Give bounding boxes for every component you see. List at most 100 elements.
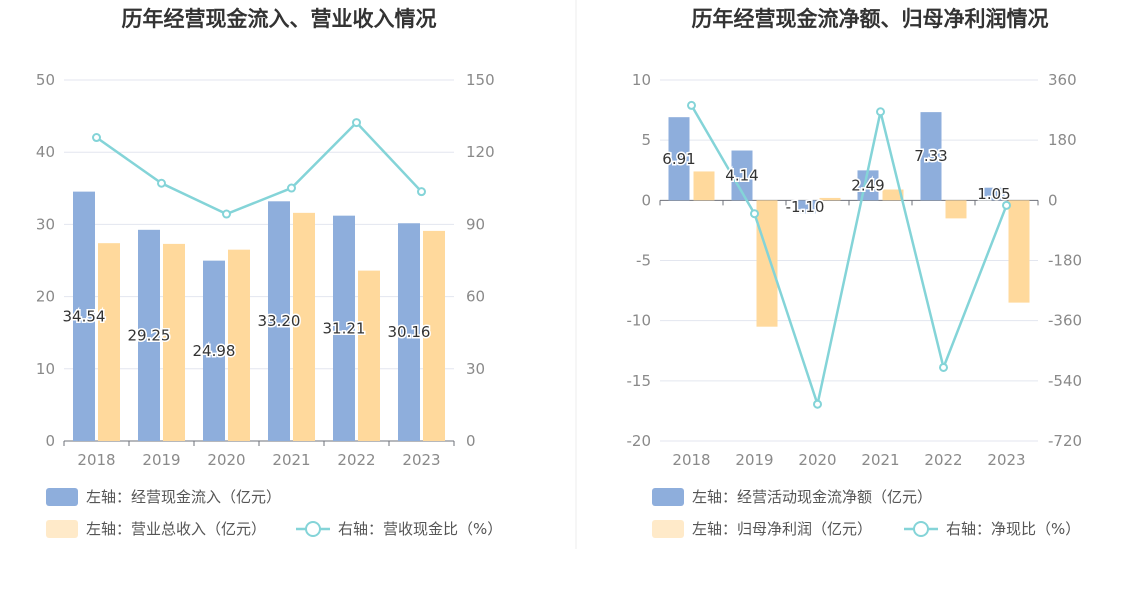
- bar-secondary: [882, 189, 904, 201]
- bar-primary: [920, 112, 942, 201]
- legend-swatch: [652, 520, 684, 538]
- line-point: [92, 133, 101, 143]
- chart-title: 历年经营现金流净额、归母净利润情况: [692, 7, 1049, 31]
- bar-secondary: [163, 243, 185, 441]
- legend-label: 左轴：经营活动现金流净额（亿元）: [692, 488, 932, 506]
- x-axis-label: 2019: [142, 451, 180, 469]
- right-axis-tick: 120: [466, 143, 495, 161]
- legend-label: 右轴：净现比（%）: [946, 520, 1080, 538]
- right-axis-tick: -720: [1048, 432, 1082, 450]
- bar-secondary: [1008, 200, 1030, 303]
- data-label: 31.21: [323, 319, 366, 337]
- left-axis-tick: 10: [36, 360, 55, 378]
- right-axis-tick: 30: [466, 360, 485, 378]
- left-axis-tick: 50: [36, 71, 55, 89]
- data-label: 29.25: [128, 326, 171, 344]
- x-axis-label: 2023: [402, 451, 440, 469]
- data-label: 7.33: [914, 147, 947, 165]
- left-axis-tick: -20: [627, 432, 652, 450]
- x-axis-label: 2023: [987, 451, 1025, 469]
- right-axis-tick: 90: [466, 215, 485, 233]
- bar-secondary: [228, 249, 250, 441]
- left-axis-tick: 40: [36, 143, 55, 161]
- data-label: 2.49: [851, 176, 884, 194]
- x-axis-label: 2020: [207, 451, 245, 469]
- right-axis-tick: -180: [1048, 252, 1082, 270]
- line-point: [687, 100, 696, 110]
- bar-secondary: [819, 197, 841, 201]
- chart-panel-1: 历年经营现金流入、营业收入情况 0 10 20 30 40 50 0 30 60 90 120 150 2…: [36, 7, 502, 538]
- bar-primary: [794, 200, 816, 214]
- line-point: [417, 187, 426, 197]
- chart-title: 历年经营现金流入、营业收入情况: [122, 7, 437, 31]
- data-label: 1.05: [977, 185, 1010, 203]
- left-axis-tick: 0: [45, 432, 55, 450]
- x-axis-label: 2021: [861, 451, 899, 469]
- line-series: [95, 120, 423, 216]
- right-axis-tick: -360: [1048, 312, 1082, 330]
- bar-secondary: [293, 212, 315, 441]
- line-point: [287, 183, 296, 193]
- bar-secondary: [423, 230, 445, 441]
- bar-secondary: [945, 200, 967, 219]
- right-axis-tick: 0: [466, 432, 476, 450]
- bar-primary: [398, 223, 420, 441]
- legend-swatch: [46, 488, 78, 506]
- bar-primary: [203, 260, 225, 441]
- legend-label: 左轴：经营现金流入（亿元）: [86, 488, 281, 506]
- data-label: 33.20: [258, 312, 301, 330]
- bar-primary: [138, 229, 160, 441]
- line-point: [157, 178, 166, 188]
- left-axis-tick: -15: [627, 372, 652, 390]
- legend-label: 右轴：营收现金比（%）: [338, 520, 502, 538]
- right-axis-tick: 60: [466, 288, 485, 306]
- bar-primary: [731, 150, 753, 201]
- x-axis-label: 2019: [735, 451, 773, 469]
- x-axis-label: 2018: [77, 451, 115, 469]
- left-axis-tick: 30: [36, 215, 55, 233]
- bar-primary: [668, 117, 690, 201]
- line-point: [750, 209, 759, 219]
- line-point: [352, 118, 361, 128]
- line-point: [876, 107, 885, 117]
- line-point: [222, 209, 231, 219]
- legend-marker: [913, 521, 929, 537]
- legend-label: 左轴：归母净利润（亿元）: [692, 520, 872, 538]
- legend-swatch: [652, 488, 684, 506]
- right-axis-tick: 0: [1048, 191, 1058, 209]
- legend-swatch: [46, 520, 78, 538]
- data-label: 30.16: [388, 323, 431, 341]
- x-axis-label: 2022: [337, 451, 375, 469]
- right-axis-tick: -540: [1048, 372, 1082, 390]
- chart-panel-2: 历年经营现金流净额、归母净利润情况 -20 -15 -10 -5 0 5 10 -720 -540…: [627, 7, 1082, 538]
- left-axis-tick: 5: [641, 131, 651, 149]
- data-label: 24.98: [193, 342, 236, 360]
- bar-primary: [333, 215, 355, 441]
- legend-marker: [305, 521, 321, 537]
- bar-secondary: [693, 171, 715, 201]
- bar-secondary: [358, 270, 380, 441]
- bar-secondary: [756, 200, 778, 327]
- bar-primary: [268, 201, 290, 441]
- left-axis-tick: -5: [636, 252, 651, 270]
- legend-label: 左轴：营业总收入（亿元）: [86, 520, 266, 538]
- line-point: [939, 362, 948, 372]
- data-label: 6.91: [662, 150, 695, 168]
- x-axis-label: 2022: [924, 451, 962, 469]
- data-label: 34.54: [63, 307, 106, 325]
- right-axis-tick: 180: [1048, 131, 1077, 149]
- x-axis-label: 2018: [672, 451, 710, 469]
- data-label: 4.14: [725, 166, 758, 184]
- bar-secondary: [98, 243, 120, 441]
- right-axis-tick: 150: [466, 71, 495, 89]
- left-axis-tick: 20: [36, 288, 55, 306]
- x-axis-label: 2021: [272, 451, 310, 469]
- x-axis-label: 2020: [798, 451, 836, 469]
- bar-primary: [983, 187, 1005, 201]
- bar-primary: [73, 191, 95, 441]
- right-axis-tick: 360: [1048, 71, 1077, 89]
- line-point: [1002, 200, 1011, 210]
- left-axis-tick: 10: [632, 71, 651, 89]
- left-axis-tick: 0: [641, 191, 651, 209]
